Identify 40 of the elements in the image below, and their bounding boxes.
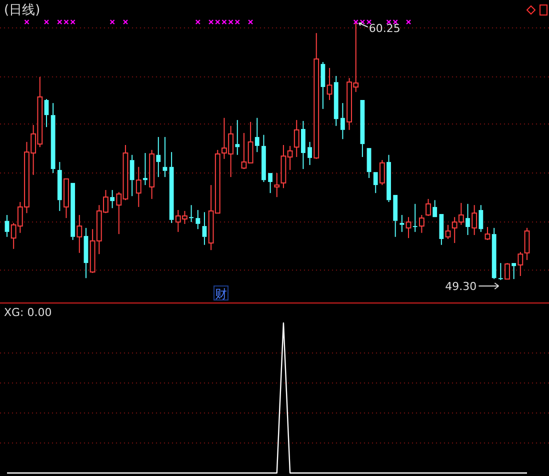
candlestick bbox=[235, 120, 240, 156]
candlestick bbox=[412, 203, 418, 232]
candlestick bbox=[57, 161, 62, 212]
candlestick bbox=[156, 136, 161, 178]
candlestick bbox=[334, 75, 338, 126]
candlestick bbox=[4, 214, 10, 238]
annotation: 49.30 bbox=[445, 280, 477, 293]
annotation: 60.25 bbox=[368, 22, 400, 35]
candlestick bbox=[466, 203, 470, 236]
candlestick bbox=[472, 204, 478, 236]
candlestick bbox=[50, 102, 56, 174]
candlestick bbox=[294, 120, 300, 158]
candlestick bbox=[274, 172, 280, 198]
candlestick bbox=[76, 214, 82, 254]
candlestick bbox=[400, 214, 404, 232]
candlestick bbox=[110, 189, 115, 209]
candlestick bbox=[44, 98, 49, 128]
candlestick bbox=[478, 204, 484, 232]
candlestick bbox=[189, 204, 194, 223]
candlestick bbox=[143, 152, 148, 186]
candlestick bbox=[406, 216, 412, 239]
chart-title: XG: 0.00 bbox=[4, 306, 52, 319]
candlestick bbox=[386, 154, 391, 203]
candlestick bbox=[136, 166, 142, 208]
candlestick bbox=[262, 134, 266, 182]
candlestick bbox=[84, 227, 88, 279]
candlestick bbox=[196, 210, 200, 230]
candlestick bbox=[320, 62, 326, 110]
candlestick bbox=[202, 212, 207, 246]
candlestick bbox=[254, 117, 260, 153]
candlestick bbox=[492, 227, 496, 280]
candlestick bbox=[340, 102, 345, 140]
candlestick bbox=[301, 120, 306, 170]
candlestick bbox=[162, 136, 168, 178]
candlestick bbox=[130, 154, 134, 197]
candlestick bbox=[326, 67, 332, 100]
chart-title: (日线) bbox=[4, 3, 40, 18]
text: 财 bbox=[215, 287, 227, 301]
candlestick bbox=[169, 152, 174, 224]
candlestick bbox=[308, 141, 312, 166]
